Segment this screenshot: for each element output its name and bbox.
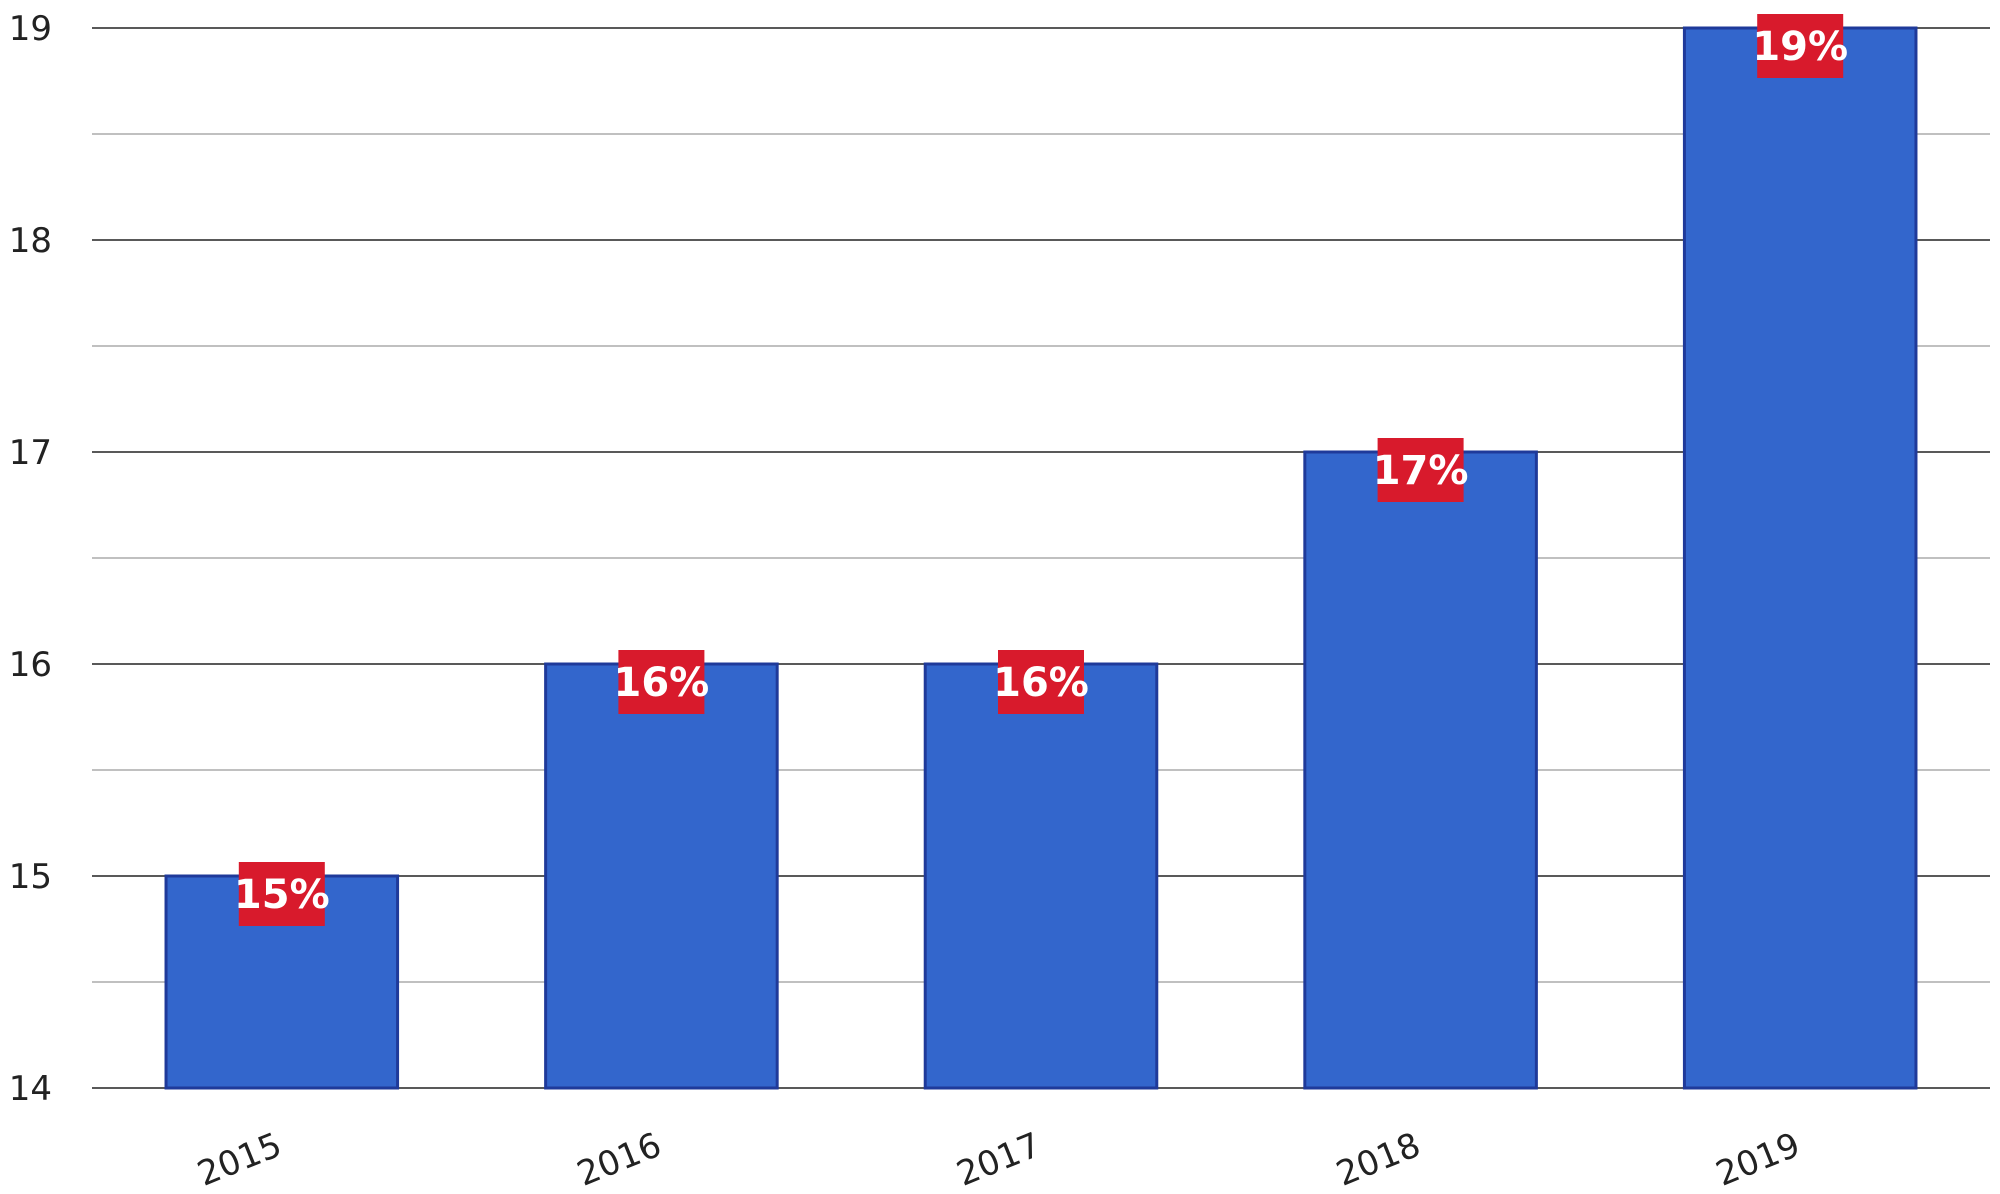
y-tick-label: 18 [9,221,52,261]
y-tick-label: 15 [9,857,52,897]
x-tick-label: 2017 [951,1125,1046,1194]
data-label: 16% [614,660,710,706]
data-label-background [618,650,705,714]
bars [164,26,1918,1090]
y-tick-label: 19 [9,9,52,49]
data-label: 19% [1752,24,1848,70]
y-axis-tick-labels: 14 15 16 17 18 19 [9,9,52,1109]
data-labels: 15% 16% 16% 17% 19% [234,14,1848,926]
y-tick-label: 16 [9,645,52,685]
data-label-background [998,650,1084,714]
bar [1682,26,1918,1090]
data-label: 17% [1373,448,1469,494]
x-tick-label: 2015 [192,1125,287,1194]
data-label: 16% [993,660,1089,706]
y-tick-label: 14 [9,1069,52,1109]
data-label: 15% [234,872,330,918]
x-tick-label: 2018 [1331,1125,1426,1194]
x-tick-label: 2016 [572,1125,667,1194]
bar [923,662,1159,1090]
data-label-background [1757,14,1844,78]
x-axis-tick-labels: 2015 2016 2017 2018 2019 [192,1125,1806,1194]
x-tick-label: 2019 [1710,1125,1805,1194]
bar [1303,450,1538,1090]
y-tick-label: 17 [9,433,52,473]
data-label-background [1377,438,1464,502]
data-label-background [238,862,325,926]
bar [544,662,779,1090]
